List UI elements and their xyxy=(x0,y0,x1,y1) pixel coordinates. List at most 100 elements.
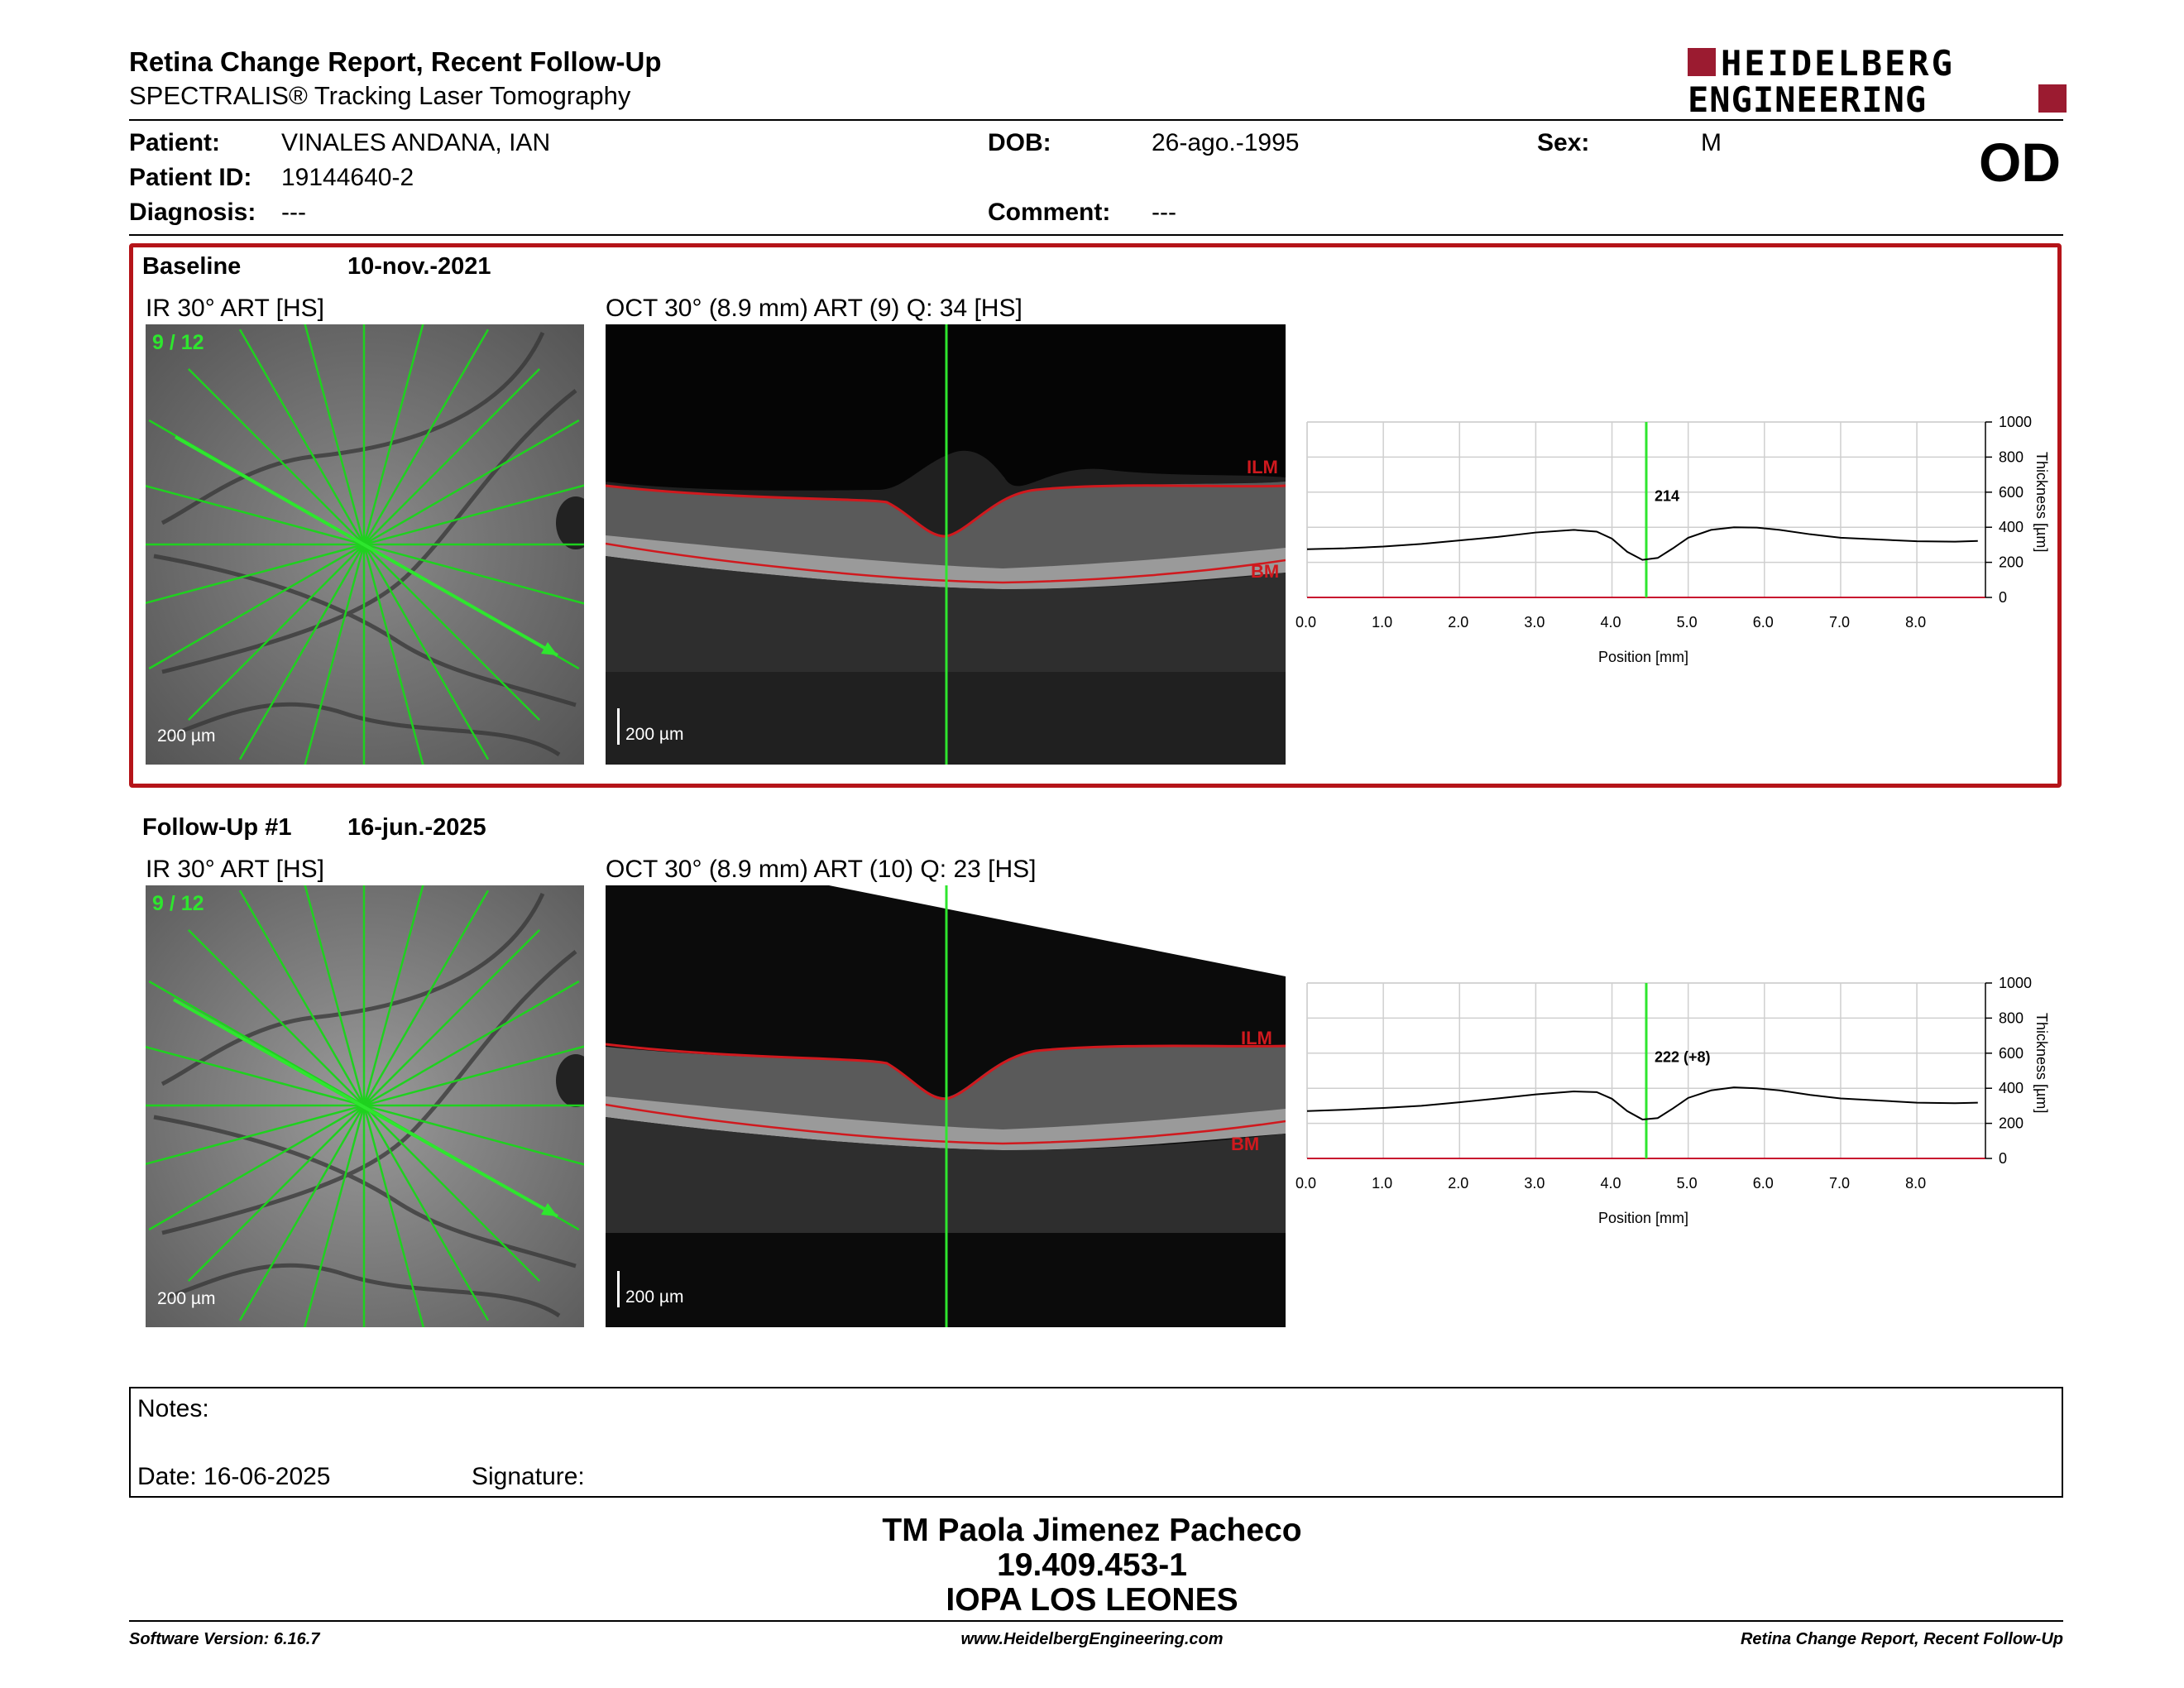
chart-x-tick-label: 8.0 xyxy=(1905,614,1926,631)
chart-x-tick-label: 4.0 xyxy=(1601,1175,1621,1192)
followup-fundus-graphic xyxy=(146,885,584,1327)
header-divider xyxy=(129,119,2063,121)
logo-line1: HEIDELBERG xyxy=(1721,43,1955,84)
report-title: Retina Change Report, Recent Follow-Up xyxy=(129,46,662,77)
chart-x-tick-label: 0.0 xyxy=(1296,614,1316,631)
followup-date: 16-jun.-2025 xyxy=(347,814,486,841)
diagnosis-value: --- xyxy=(281,199,306,226)
chart-x-tick-label: 3.0 xyxy=(1524,1175,1545,1192)
chart-x-tick-label: 2.0 xyxy=(1448,614,1468,631)
baseline-oct-scalebar xyxy=(617,708,620,745)
chart-x-tick-label: 6.0 xyxy=(1753,614,1774,631)
followup-bm-label: BM xyxy=(1231,1134,1259,1154)
chart-y-tick-label: 1000 xyxy=(1999,414,2032,430)
baseline-ir-fundus-image[interactable]: 200 µm 9 / 12 xyxy=(146,324,584,765)
patient-divider xyxy=(129,234,2063,236)
dob-label: DOB: xyxy=(988,129,1051,156)
baseline-oct-scale: 200 µm xyxy=(625,725,684,744)
chart-y-axis-label: Thickness [µm] xyxy=(2033,452,2050,552)
baseline-scan-index: 9 / 12 xyxy=(152,331,204,354)
chart-y-tick-label: 400 xyxy=(1999,1080,2024,1096)
baseline-ir-label: IR 30° ART [HS] xyxy=(146,295,324,322)
baseline-label: Baseline xyxy=(142,253,242,280)
followup-oct-label: OCT 30° (8.9 mm) ART (10) Q: 23 [HS] xyxy=(606,856,1037,883)
baseline-oct-bscan-image[interactable]: ILM BM 200 µm xyxy=(606,324,1286,765)
chart-x-tick-label: 1.0 xyxy=(1372,1175,1392,1192)
chart-x-tick-label: 6.0 xyxy=(1753,1175,1774,1192)
heidelberg-logo: HEIDELBERG ENGINEERING xyxy=(1688,43,2068,120)
chart-x-tick-label: 5.0 xyxy=(1677,614,1698,631)
dob-value: 26-ago.-1995 xyxy=(1152,129,1300,156)
baseline-ir-scale: 200 µm xyxy=(157,727,216,746)
notes-label: Notes: xyxy=(137,1395,209,1422)
signer-id: 19.409.453-1 xyxy=(997,1547,1187,1583)
patient-name: VINALES ANDANA, IAN xyxy=(281,129,551,156)
sex-label: Sex: xyxy=(1537,129,1590,156)
chart-x-tick-label: 4.0 xyxy=(1601,614,1621,631)
footer-software-version: Software Version: 6.16.7 xyxy=(129,1630,320,1648)
chart-y-tick-label: 800 xyxy=(1999,1009,2024,1026)
followup-thickness-chart: 0 200 400 600 800 1000 0.0 1.0 2.0 3.0 4.0 5.0 6.0 7.… xyxy=(1296,975,2050,1226)
sex-value: M xyxy=(1701,129,1722,156)
chart-y-tick-label: 600 xyxy=(1999,484,2024,501)
chart-x-axis-label: Position [mm] xyxy=(1598,649,1688,665)
followup-oct-scale: 200 µm xyxy=(625,1288,684,1307)
followup-label: Follow-Up #1 xyxy=(142,814,292,841)
followup-oct-graphic: ILM BM xyxy=(606,885,1286,1327)
baseline-oct-label: OCT 30° (8.9 mm) ART (9) Q: 34 [HS] xyxy=(606,295,1023,322)
chart-x-axis-label: Position [mm] xyxy=(1598,1210,1688,1226)
chart-y-tick-label: 1000 xyxy=(1999,975,2032,991)
signer-org: IOPA LOS LEONES xyxy=(946,1582,1238,1618)
chart-y-tick-label: 0 xyxy=(1999,1150,2007,1167)
footer-website[interactable]: www.HeidelbergEngineering.com xyxy=(960,1630,1224,1648)
chart-x-tick-label: 5.0 xyxy=(1677,1175,1698,1192)
patient-id-label: Patient ID: xyxy=(129,164,252,191)
eye-indicator: OD xyxy=(1979,132,2061,193)
comment-label: Comment: xyxy=(988,199,1111,226)
baseline-fundus-graphic xyxy=(146,324,584,765)
followup-oct-bscan-image[interactable]: ILM BM 200 µm xyxy=(606,885,1286,1327)
chart-x-tick-label: 2.0 xyxy=(1448,1175,1468,1192)
baseline-thickness-chart: 0 200 400 600 800 1000 0.0 1.0 2.0 3.0 4.0 5.0 6.0 7.… xyxy=(1296,414,2050,665)
logo-square-right xyxy=(2038,84,2067,113)
followup-ilm-label: ILM xyxy=(1241,1028,1272,1048)
logo-square-left xyxy=(1688,48,1716,76)
signer-name: TM Paola Jimenez Pacheco xyxy=(882,1513,1302,1548)
baseline-panel-frame xyxy=(129,243,2062,788)
logo-line2: ENGINEERING xyxy=(1688,79,1928,120)
chart-x-tick-label: 3.0 xyxy=(1524,614,1545,631)
chart-thickness-line xyxy=(1306,526,1978,561)
chart-marker-value-label: 214 xyxy=(1655,487,1679,504)
baseline-bm-label: BM xyxy=(1251,561,1279,582)
chart-x-tick-label: 7.0 xyxy=(1829,614,1850,631)
chart-y-tick-label: 0 xyxy=(1999,589,2007,606)
report-subtitle: SPECTRALIS® Tracking Laser Tomography xyxy=(129,81,631,110)
followup-ir-label: IR 30° ART [HS] xyxy=(146,856,324,883)
chart-y-tick-label: 400 xyxy=(1999,519,2024,535)
baseline-ilm-label: ILM xyxy=(1247,457,1278,477)
chart-marker-value-label: 222 (+8) xyxy=(1655,1048,1711,1065)
followup-ir-fundus-image[interactable]: 200 µm 9 / 12 xyxy=(146,885,584,1327)
followup-ir-scale: 200 µm xyxy=(157,1289,216,1308)
chart-y-tick-label: 200 xyxy=(1999,554,2024,571)
patient-id: 19144640-2 xyxy=(281,164,414,191)
baseline-oct-graphic: ILM BM xyxy=(606,324,1286,765)
chart-y-tick-label: 800 xyxy=(1999,448,2024,465)
footer-divider xyxy=(129,1620,2063,1622)
chart-y-tick-label: 600 xyxy=(1999,1045,2024,1062)
chart-x-tick-label: 1.0 xyxy=(1372,614,1392,631)
chart-x-tick-label: 7.0 xyxy=(1829,1175,1850,1192)
followup-scan-index: 9 / 12 xyxy=(152,892,204,915)
signature-label: Signature: xyxy=(472,1463,585,1490)
chart-x-tick-label: 8.0 xyxy=(1905,1175,1926,1192)
patient-label: Patient: xyxy=(129,129,221,156)
diagnosis-label: Diagnosis: xyxy=(129,199,256,226)
comment-value: --- xyxy=(1152,199,1176,226)
notes-box[interactable]: Notes: Date: 16-06-2025 Signature: xyxy=(129,1387,2063,1498)
followup-oct-scalebar xyxy=(617,1271,620,1307)
baseline-date: 10-nov.-2021 xyxy=(347,253,491,280)
footer-report-name: Retina Change Report, Recent Follow-Up xyxy=(1740,1630,2063,1648)
chart-y-tick-label: 200 xyxy=(1999,1115,2024,1132)
date-label: Date: 16-06-2025 xyxy=(137,1463,331,1490)
chart-x-tick-label: 0.0 xyxy=(1296,1175,1316,1192)
